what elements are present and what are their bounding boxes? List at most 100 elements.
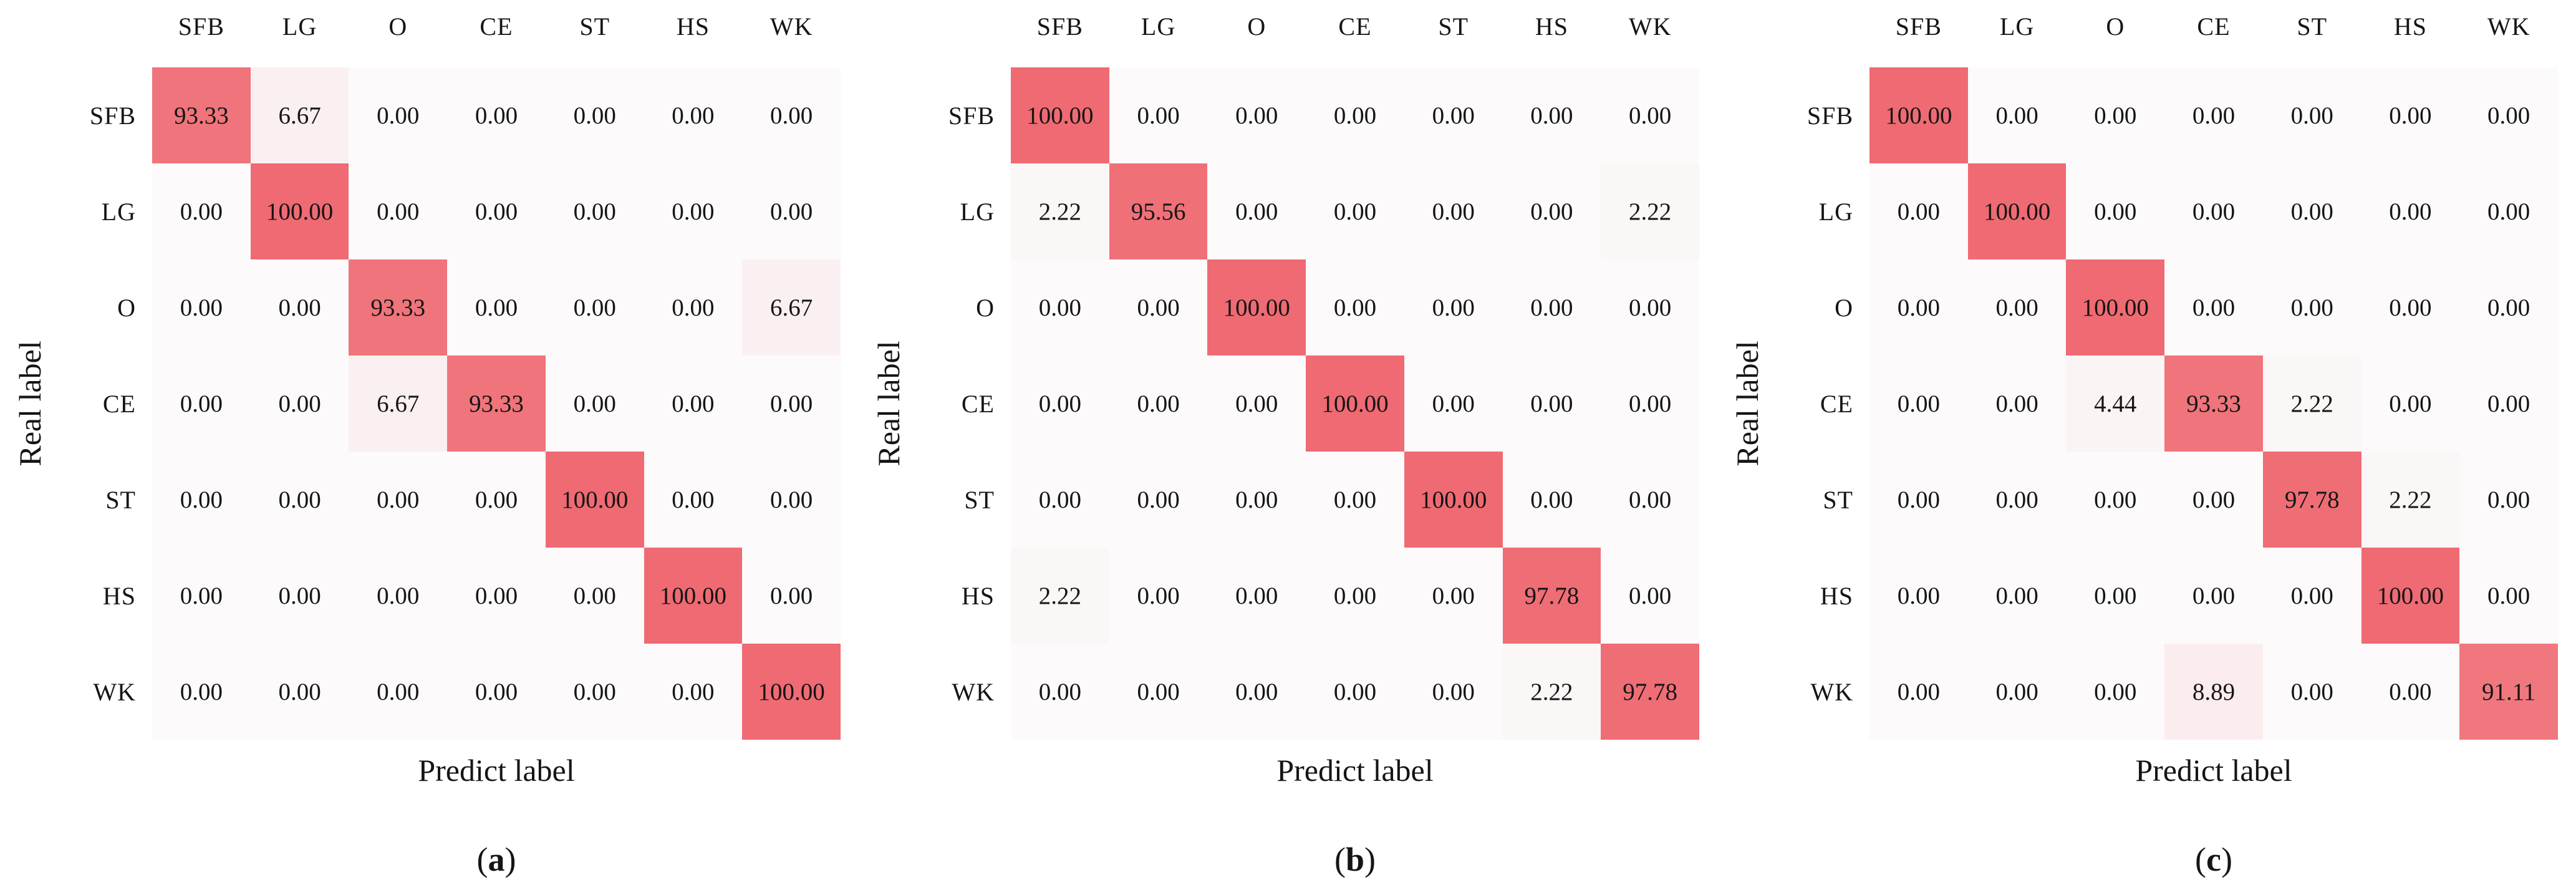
cell-CE-O: 4.44: [2066, 356, 2165, 452]
cell-WK-HS: 2.22: [1502, 644, 1601, 740]
cell-LG-HS: 0.00: [644, 163, 743, 259]
cell-ST-WK: 0.00: [1601, 452, 1699, 548]
row-label-HS: HS: [102, 581, 136, 610]
caption-open-paren: (: [476, 841, 488, 878]
cell-ST-SFB: 0.00: [152, 452, 251, 548]
cell-HS-O: 0.00: [349, 548, 448, 644]
col-header-CE: CE: [2197, 12, 2231, 41]
cell-ST-WK: 0.00: [2459, 452, 2558, 548]
cell-SFB-ST: 0.00: [1404, 67, 1503, 163]
cell-O-O: 100.00: [1207, 259, 1306, 356]
row-label-WK: WK: [1810, 677, 1853, 706]
y-tick-labels: SFB LG O CE ST HS WK: [0, 67, 136, 740]
row-label-CE: CE: [1820, 389, 1853, 418]
cell-O-ST: 0.00: [545, 259, 644, 356]
row-label-LG: LG: [1818, 197, 1853, 226]
cell-CE-CE: 100.00: [1306, 356, 1404, 452]
x-axis-title: Predict label: [418, 753, 575, 788]
cell-ST-HS: 0.00: [644, 452, 743, 548]
cell-ST-O: 0.00: [349, 452, 448, 548]
x-axis-title: Predict label: [2135, 753, 2292, 788]
cell-HS-O: 0.00: [2066, 548, 2165, 644]
col-header-SFB: SFB: [1036, 12, 1083, 41]
cell-ST-HS: 2.22: [2361, 452, 2460, 548]
col-header-WK: WK: [769, 12, 813, 41]
cell-HS-CE: 0.00: [1306, 548, 1404, 644]
row-label-SFB: SFB: [948, 101, 995, 130]
cell-O-WK: 6.67: [742, 259, 841, 356]
cell-O-HS: 0.00: [1502, 259, 1601, 356]
cell-CE-CE: 93.33: [447, 356, 546, 452]
confusion-matrix-panel-c: Real label SFB LG O CE ST HS WK SFB LG O CE ST HS WK 10…: [1717, 0, 2576, 895]
cell-HS-SFB: 0.00: [152, 548, 251, 644]
cell-LG-CE: 0.00: [2164, 163, 2263, 259]
cell-LG-ST: 0.00: [2262, 163, 2361, 259]
cell-WK-ST: 0.00: [2262, 644, 2361, 740]
cell-SFB-SFB: 100.00: [1011, 67, 1109, 163]
cell-ST-CE: 0.00: [1306, 452, 1404, 548]
row-label-O: O: [1835, 293, 1853, 322]
cell-HS-ST: 0.00: [545, 548, 644, 644]
row-label-LG: LG: [101, 197, 136, 226]
cell-LG-SFB: 0.00: [152, 163, 251, 259]
heatmap-grid: 100.00 0.00 0.00 0.00 0.00 0.00 0.00 0.00 100.00…: [1869, 67, 2558, 740]
col-header-HS: HS: [2393, 12, 2427, 41]
cell-LG-ST: 0.00: [1404, 163, 1503, 259]
cell-ST-LG: 0.00: [1109, 452, 1208, 548]
caption-open-paren: (: [1334, 841, 1346, 878]
cell-SFB-SFB: 100.00: [1869, 67, 1968, 163]
cell-WK-HS: 0.00: [644, 644, 743, 740]
caption-close-paren: ): [1364, 841, 1376, 878]
cell-ST-SFB: 0.00: [1869, 452, 1968, 548]
cell-HS-LG: 0.00: [1967, 548, 2067, 644]
cell-ST-LG: 0.00: [250, 452, 349, 548]
caption-letter: b: [1345, 841, 1365, 878]
col-header-HS: HS: [1535, 12, 1568, 41]
cell-WK-O: 0.00: [2066, 644, 2165, 740]
cell-CE-SFB: 0.00: [1869, 356, 1968, 452]
cell-CE-WK: 0.00: [2459, 356, 2558, 452]
cell-LG-SFB: 2.22: [1011, 163, 1109, 259]
cell-O-SFB: 0.00: [1869, 259, 1968, 356]
cell-WK-O: 0.00: [349, 644, 448, 740]
cell-HS-HS: 97.78: [1502, 548, 1601, 644]
cell-WK-ST: 0.00: [1404, 644, 1503, 740]
col-header-WK: WK: [1628, 12, 1672, 41]
cell-LG-O: 0.00: [2066, 163, 2165, 259]
cell-HS-ST: 0.00: [2262, 548, 2361, 644]
cell-ST-WK: 0.00: [742, 452, 841, 548]
cell-CE-ST: 0.00: [1404, 356, 1503, 452]
row-label-LG: LG: [960, 197, 995, 226]
col-header-CE: CE: [480, 12, 513, 41]
col-header-O: O: [1247, 12, 1266, 41]
cell-LG-SFB: 0.00: [1869, 163, 1968, 259]
caption-open-paren: (: [2195, 841, 2207, 878]
cell-HS-WK: 0.00: [742, 548, 841, 644]
cell-ST-CE: 0.00: [2164, 452, 2263, 548]
col-header-ST: ST: [1438, 12, 1469, 41]
col-header-ST: ST: [579, 12, 610, 41]
row-label-ST: ST: [105, 485, 136, 514]
cell-LG-CE: 0.00: [1306, 163, 1404, 259]
cell-SFB-WK: 0.00: [1601, 67, 1699, 163]
cell-SFB-ST: 0.00: [545, 67, 644, 163]
col-header-O: O: [388, 12, 408, 41]
cell-ST-SFB: 0.00: [1011, 452, 1109, 548]
cell-WK-LG: 0.00: [1967, 644, 2067, 740]
cell-CE-WK: 0.00: [742, 356, 841, 452]
cell-HS-WK: 0.00: [1601, 548, 1699, 644]
cell-O-ST: 0.00: [1404, 259, 1503, 356]
x-tick-labels: SFB LG O CE ST HS WK: [152, 4, 841, 49]
cell-WK-LG: 0.00: [1109, 644, 1208, 740]
cell-ST-O: 0.00: [1207, 452, 1306, 548]
cell-WK-WK: 91.11: [2459, 644, 2558, 740]
cell-SFB-LG: 6.67: [250, 67, 349, 163]
cell-LG-WK: 0.00: [742, 163, 841, 259]
cell-WK-CE: 0.00: [447, 644, 546, 740]
cell-LG-LG: 100.00: [1967, 163, 2067, 259]
cell-ST-HS: 0.00: [1502, 452, 1601, 548]
cell-LG-LG: 95.56: [1109, 163, 1208, 259]
cell-WK-WK: 100.00: [742, 644, 841, 740]
cell-LG-WK: 0.00: [2459, 163, 2558, 259]
cell-CE-O: 6.67: [349, 356, 448, 452]
